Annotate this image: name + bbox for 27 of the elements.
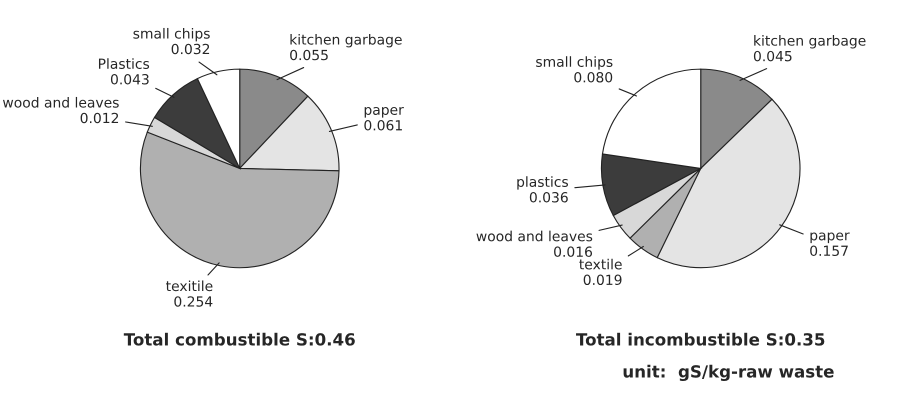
data-label: 0.016 <box>554 246 592 257</box>
slice-label: small chips <box>133 28 210 42</box>
data-label: 0.036 <box>530 192 568 203</box>
slice-label: textile <box>579 258 622 270</box>
data-label: 0.080 <box>574 72 612 82</box>
data-label: 0.055 <box>290 50 328 60</box>
slice-label: wood and leaves <box>476 230 592 242</box>
data-label: 0.254 <box>174 296 212 307</box>
slice-label: small chips <box>536 56 612 70</box>
data-label: 0.019 <box>584 274 622 286</box>
slice-label: Plastics <box>98 58 150 69</box>
slice-label: kitchen garbage <box>754 35 866 48</box>
slice-label: texitile <box>166 280 212 292</box>
text: Total combustible S:0.46 <box>124 332 355 346</box>
slice-label: plastics <box>517 176 568 190</box>
slice-label: paper <box>364 106 404 118</box>
data-label: 0.061 <box>364 120 402 131</box>
text: Total incombustible S:0.35 <box>576 332 824 346</box>
slice-label: paper <box>810 232 850 244</box>
data-label: 0.012 <box>80 112 118 124</box>
data-label: 0.043 <box>110 74 149 85</box>
data-label: 0.032 <box>172 44 210 54</box>
data-label: 0.045 <box>754 50 792 62</box>
slice-label: wood and leaves <box>2 96 119 108</box>
text: unit: gS/kg-raw waste <box>624 364 834 382</box>
data-label: 0.157 <box>810 246 848 256</box>
slice-label: kitchen garbage <box>290 34 402 48</box>
